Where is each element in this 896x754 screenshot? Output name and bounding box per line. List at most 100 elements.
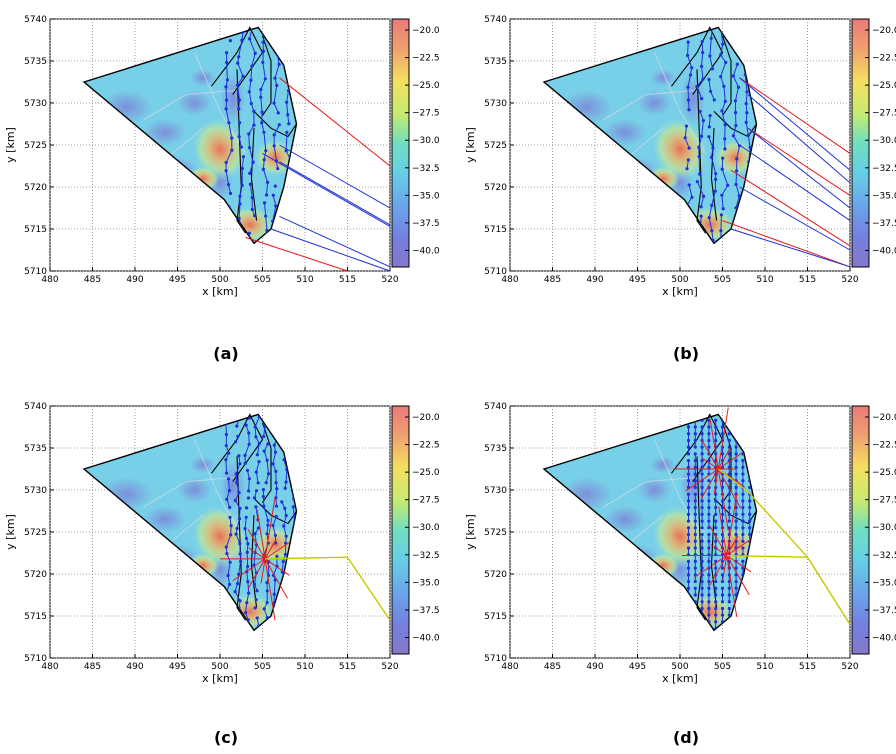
- turbine-node: [291, 505, 295, 509]
- turbine-node: [257, 460, 261, 464]
- array-cable: [721, 185, 729, 196]
- array-cable: [263, 426, 266, 437]
- turbine-node: [262, 201, 267, 205]
- radial-cable: [701, 457, 719, 470]
- y-tick-label: 5720: [24, 570, 47, 580]
- turbine-node: [734, 526, 738, 530]
- panel-a: 480 485 490 495 500 505 510 515 520 5710 5715 5720 5…: [4, 15, 440, 298]
- x-tick-label: 520: [381, 275, 398, 285]
- turbine-node: [741, 526, 745, 530]
- array-cable: [236, 482, 240, 493]
- array-cable: [260, 97, 263, 113]
- array-cable: [283, 525, 287, 537]
- blue-link-line: [747, 94, 851, 184]
- turbine-node: [686, 526, 691, 530]
- low-level-patch: [190, 456, 216, 474]
- turbine-node: [226, 477, 231, 481]
- low-level-patch: [637, 90, 672, 116]
- turbine-node: [686, 519, 691, 523]
- turbine-node: [234, 532, 238, 536]
- turbine-node: [227, 582, 232, 586]
- array-cable: [248, 91, 252, 104]
- array-cable: [235, 533, 241, 544]
- x-tick-label: 490: [126, 275, 143, 285]
- turbine-node: [727, 438, 731, 443]
- array-cable: [708, 217, 713, 231]
- turbine-node: [734, 579, 738, 584]
- array-cable: [228, 478, 230, 491]
- turbine-node: [700, 606, 704, 611]
- turbine-node: [707, 418, 711, 422]
- x-tick-label: 515: [799, 275, 816, 285]
- y-tick-label: 5725: [484, 528, 507, 538]
- turbine-node: [741, 546, 745, 550]
- radial-cable: [264, 497, 276, 559]
- turbine-node: [698, 109, 702, 113]
- blue-link-line: [739, 144, 851, 222]
- radial-cable: [700, 468, 719, 499]
- x-axis-label: x [km]: [202, 285, 238, 298]
- turbine-node: [284, 534, 288, 538]
- array-cable: [732, 125, 737, 136]
- array-cable: [736, 145, 740, 159]
- array-cable: [225, 170, 229, 185]
- turbine-node: [244, 423, 248, 427]
- panel-label-a: (a): [213, 344, 238, 363]
- y-tick-label: 5720: [24, 183, 47, 193]
- turbine-node: [240, 166, 244, 171]
- radial-cable: [709, 419, 719, 470]
- blue-link-line: [279, 144, 391, 209]
- turbine-node: [697, 154, 701, 159]
- turbine-node: [235, 424, 239, 428]
- y-tick-label: 5740: [484, 402, 507, 412]
- turbine-node: [686, 546, 691, 550]
- x-tick-label: 495: [169, 275, 186, 285]
- turbine-node: [707, 532, 711, 537]
- array-cable: [249, 162, 254, 174]
- turbine-node: [246, 580, 250, 584]
- turbine-node: [237, 454, 241, 458]
- turbine-node: [721, 42, 725, 46]
- sub-area-boundary: [710, 128, 718, 221]
- turbine-node: [700, 573, 704, 577]
- low-level-patch: [177, 90, 212, 116]
- turbine-node: [707, 135, 711, 139]
- turbine-node: [693, 546, 697, 550]
- turbine-node: [237, 135, 241, 139]
- array-cable: [708, 136, 714, 149]
- turbine-node: [720, 586, 725, 590]
- turbine-node: [701, 50, 705, 55]
- colorbar-tick-label: −30.0: [412, 523, 440, 533]
- colorbar-tick-label: −32.5: [872, 164, 896, 174]
- road-line: [143, 476, 238, 508]
- radial-cable: [256, 509, 266, 559]
- low-level-patch: [650, 456, 676, 474]
- turbine-node: [693, 452, 697, 456]
- turbine-node: [254, 505, 258, 509]
- turbine-node: [245, 550, 249, 554]
- y-axis-label: y [km]: [464, 514, 477, 550]
- turbine-node: [721, 156, 725, 160]
- turbine-node: [741, 459, 745, 463]
- array-cable: [273, 124, 280, 136]
- x-axis-label: x [km]: [662, 285, 698, 298]
- turbine-node: [246, 489, 251, 493]
- turbine-node: [247, 90, 251, 94]
- y-tick-label: 5725: [484, 141, 507, 151]
- y-tick-label: 5720: [484, 183, 507, 193]
- turbine-node: [280, 500, 284, 504]
- export-cable: [265, 556, 391, 621]
- radial-cable: [248, 547, 266, 560]
- low-level-patch: [650, 69, 676, 87]
- turbine-node: [719, 53, 723, 57]
- sub-area-boundary: [696, 69, 706, 234]
- turbine-node: [693, 492, 697, 496]
- array-cable: [238, 203, 241, 219]
- array-cable: [226, 62, 228, 80]
- turbine-node: [700, 519, 704, 523]
- x-tick-label: 495: [629, 662, 646, 672]
- radial-cable: [709, 555, 728, 586]
- array-cable: [720, 214, 722, 231]
- colorbar-tick-label: −40.0: [872, 633, 896, 643]
- blue-link-line: [739, 186, 851, 251]
